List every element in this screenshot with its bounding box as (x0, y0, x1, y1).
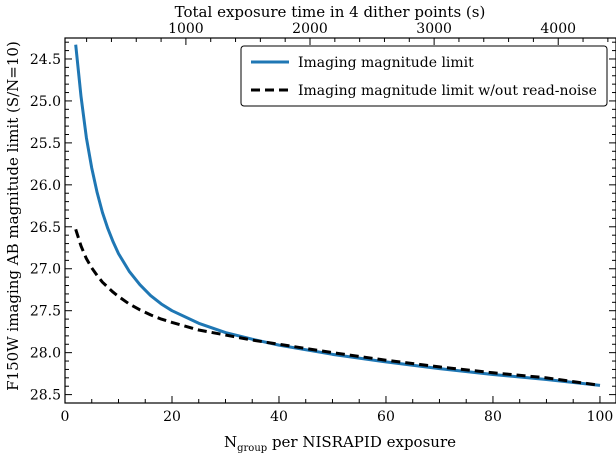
y-tick-label: 25.5 (30, 136, 61, 152)
y-tick-label: 26.5 (30, 220, 61, 236)
y-tick-label: 27.0 (30, 262, 61, 278)
x-tick-label: 100 (587, 409, 614, 425)
x-tick-label: 20 (163, 409, 181, 425)
top-x-tick-label: 1000 (168, 21, 204, 37)
series-line-imaging-limit (74, 44, 601, 387)
legend: Imaging magnitude limit Imaging magnitud… (240, 45, 608, 107)
top-x-tick-label: 3000 (416, 21, 452, 37)
x-tick-label: 0 (61, 409, 70, 425)
y-tick-label: 24.5 (30, 52, 61, 68)
legend-label-imaging-limit-no-read-noise: Imaging magnitude limit w/out read-noise (298, 83, 597, 99)
x-axis-label: Ngroup per NISRAPID exposure (224, 433, 456, 453)
x-tick-label: 40 (270, 409, 288, 425)
y-axis-label: F150W imaging AB magnitude limit (S/N=10… (4, 41, 22, 391)
y-axis-ticks: 24.5 25.0 25.5 26.0 26.5 27.0 27.5 28.0 28.5 (30, 41, 616, 404)
y-tick-label: 28.0 (30, 346, 61, 362)
y-tick-label: 28.5 (30, 388, 61, 404)
y-tick-label: 27.5 (30, 304, 61, 320)
y-tick-label: 25.0 (30, 94, 61, 110)
plot-frame (64, 37, 616, 404)
legend-label-imaging-limit: Imaging magnitude limit (298, 55, 474, 71)
legend-box (240, 45, 608, 107)
series-layer (74, 44, 601, 387)
top-x-axis-label: Total exposure time in 4 dither points (… (175, 3, 486, 21)
top-x-axis-ticks: 1000 2000 3000 4000 (86, 21, 609, 45)
series-line-imaging-limit-no-read-noise (74, 228, 601, 387)
x-axis-label-subscript: group (237, 443, 267, 453)
top-x-tick-label: 4000 (540, 21, 576, 37)
x-axis-ticks: 0 20 40 60 80 100 (61, 396, 614, 425)
x-tick-label: 60 (377, 409, 395, 425)
x-tick-label: 80 (484, 409, 502, 425)
top-x-tick-label: 2000 (292, 21, 328, 37)
y-tick-label: 26.0 (30, 178, 61, 194)
